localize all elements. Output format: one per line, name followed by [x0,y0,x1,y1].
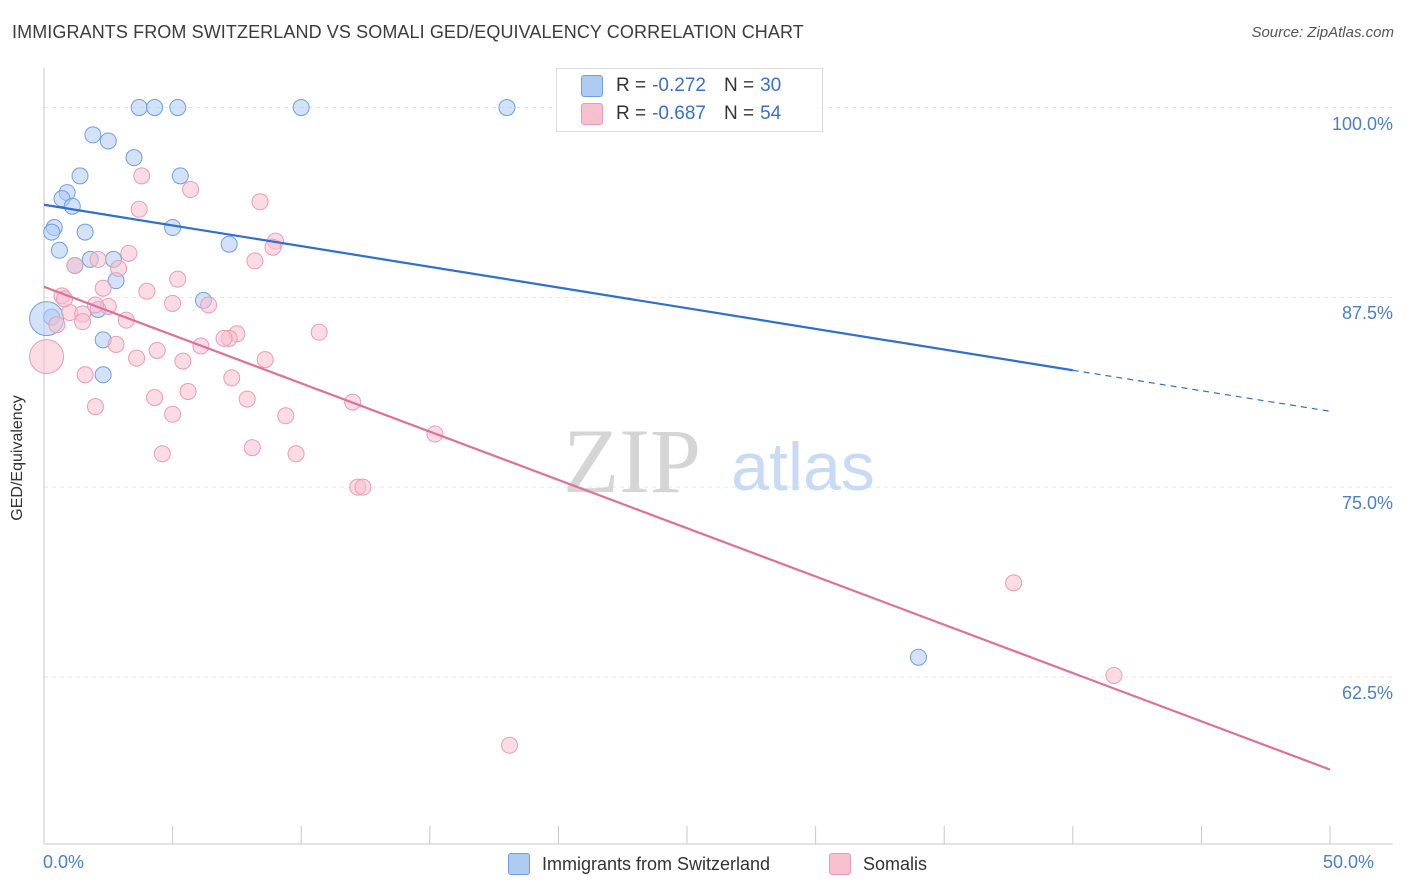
point-switzerland [43,223,61,241]
point-somalis [138,282,156,300]
legend-n-label: N = [723,75,755,96]
stats-legend: R = -0.272 N = 30 R = -0.687 N = 54 [556,68,823,132]
trend-line-switzerland [43,203,1073,372]
point-somalis [76,366,94,384]
point-somalis [120,244,138,262]
point-somalis [94,279,112,297]
point-somalis [29,339,65,375]
watermark: ZIP atlas [563,410,875,512]
point-somalis [256,351,274,369]
legend-n-value: 54 [760,103,782,124]
trend-line-somalis [43,285,1331,771]
legend-n-label: N = [723,103,755,124]
series-points [29,99,1123,754]
point-switzerland [99,132,117,150]
point-somalis [89,250,107,268]
point-somalis [128,349,146,367]
legend-r-value: -0.687 [652,103,706,124]
point-switzerland [220,235,238,253]
point-switzerland [71,167,89,185]
source-credit: Source: ZipAtlas.com [1251,24,1394,41]
point-somalis [215,329,233,347]
point-somalis [74,313,92,331]
legend-row-somalis: R = -0.687 N = 54 [581,103,781,125]
trend-lines [43,203,1331,771]
y-axis-label: GED/Equivalency [9,395,26,521]
legend-n-value: 30 [760,75,782,96]
point-somalis [133,167,151,185]
point-somalis [153,445,171,463]
y-tick-label: 75.0% [1341,493,1393,514]
point-switzerland [292,99,310,117]
legend-swatch-somalis [581,103,603,125]
point-somalis [164,294,182,312]
bottom-legend-label-somalis: Somalis [863,853,928,874]
point-switzerland [94,366,112,384]
point-somalis [251,193,269,211]
point-somalis [287,445,305,463]
point-switzerland [146,99,164,117]
point-somalis [174,352,192,370]
point-somalis [1105,666,1123,684]
point-somalis [243,439,261,457]
y-tick-label: 87.5% [1341,303,1393,324]
point-switzerland [125,149,143,167]
point-switzerland [171,167,189,185]
point-somalis [1005,574,1023,592]
point-somalis [48,316,66,334]
x-tick-label-min: 0.0% [43,852,85,872]
point-somalis [501,736,519,754]
point-switzerland [84,126,102,144]
legend-row-switzerland: R = -0.272 N = 30 [581,75,781,97]
point-switzerland [169,99,187,117]
watermark-atlas: atlas [731,429,875,505]
bottom-legend-label-switzerland: Immigrants from Switzerland [542,853,771,874]
point-somalis [110,260,128,278]
point-switzerland [909,648,927,666]
legend-swatch-switzerland [581,75,603,97]
axes [43,68,1393,845]
point-switzerland [50,241,68,259]
legend-r-label: R = [616,75,647,96]
x-tick-label-max: 50.0% [1323,852,1375,872]
bottom-legend-swatch-somalis [829,853,851,875]
trend-line-switzerland-extension [1072,369,1331,412]
point-somalis [107,335,125,353]
point-somalis [169,270,187,288]
bottom-legend-swatch-switzerland [508,853,530,875]
point-somalis [146,389,164,407]
point-somalis [148,342,166,360]
point-switzerland [76,223,94,241]
point-somalis [246,252,264,270]
point-somalis [238,390,256,408]
point-switzerland [63,197,81,215]
point-somalis [86,398,104,416]
point-somalis [354,478,372,496]
point-switzerland [498,99,516,117]
point-switzerland [130,99,148,117]
bottom-legend-switzerland: Immigrants from Switzerland [508,852,770,876]
bottom-legend-somalis: Somalis [829,852,927,876]
y-tick-label: 62.5% [1341,682,1393,703]
point-somalis [164,405,182,423]
watermark-zip: ZIP [563,410,701,512]
chart-title: IMMIGRANTS FROM SWITZERLAND VS SOMALI GE… [12,22,804,42]
point-somalis [130,200,148,218]
point-somalis [223,369,241,387]
point-switzerland [164,219,182,237]
point-somalis [182,181,200,199]
point-somalis [66,256,84,274]
y-tick-label: 100.0% [1331,113,1393,134]
point-somalis [310,323,328,341]
point-somalis [277,407,295,425]
point-somalis [200,296,218,314]
point-somalis [179,383,197,401]
legend-r-label: R = [616,103,647,124]
legend-r-value: -0.272 [652,75,706,96]
